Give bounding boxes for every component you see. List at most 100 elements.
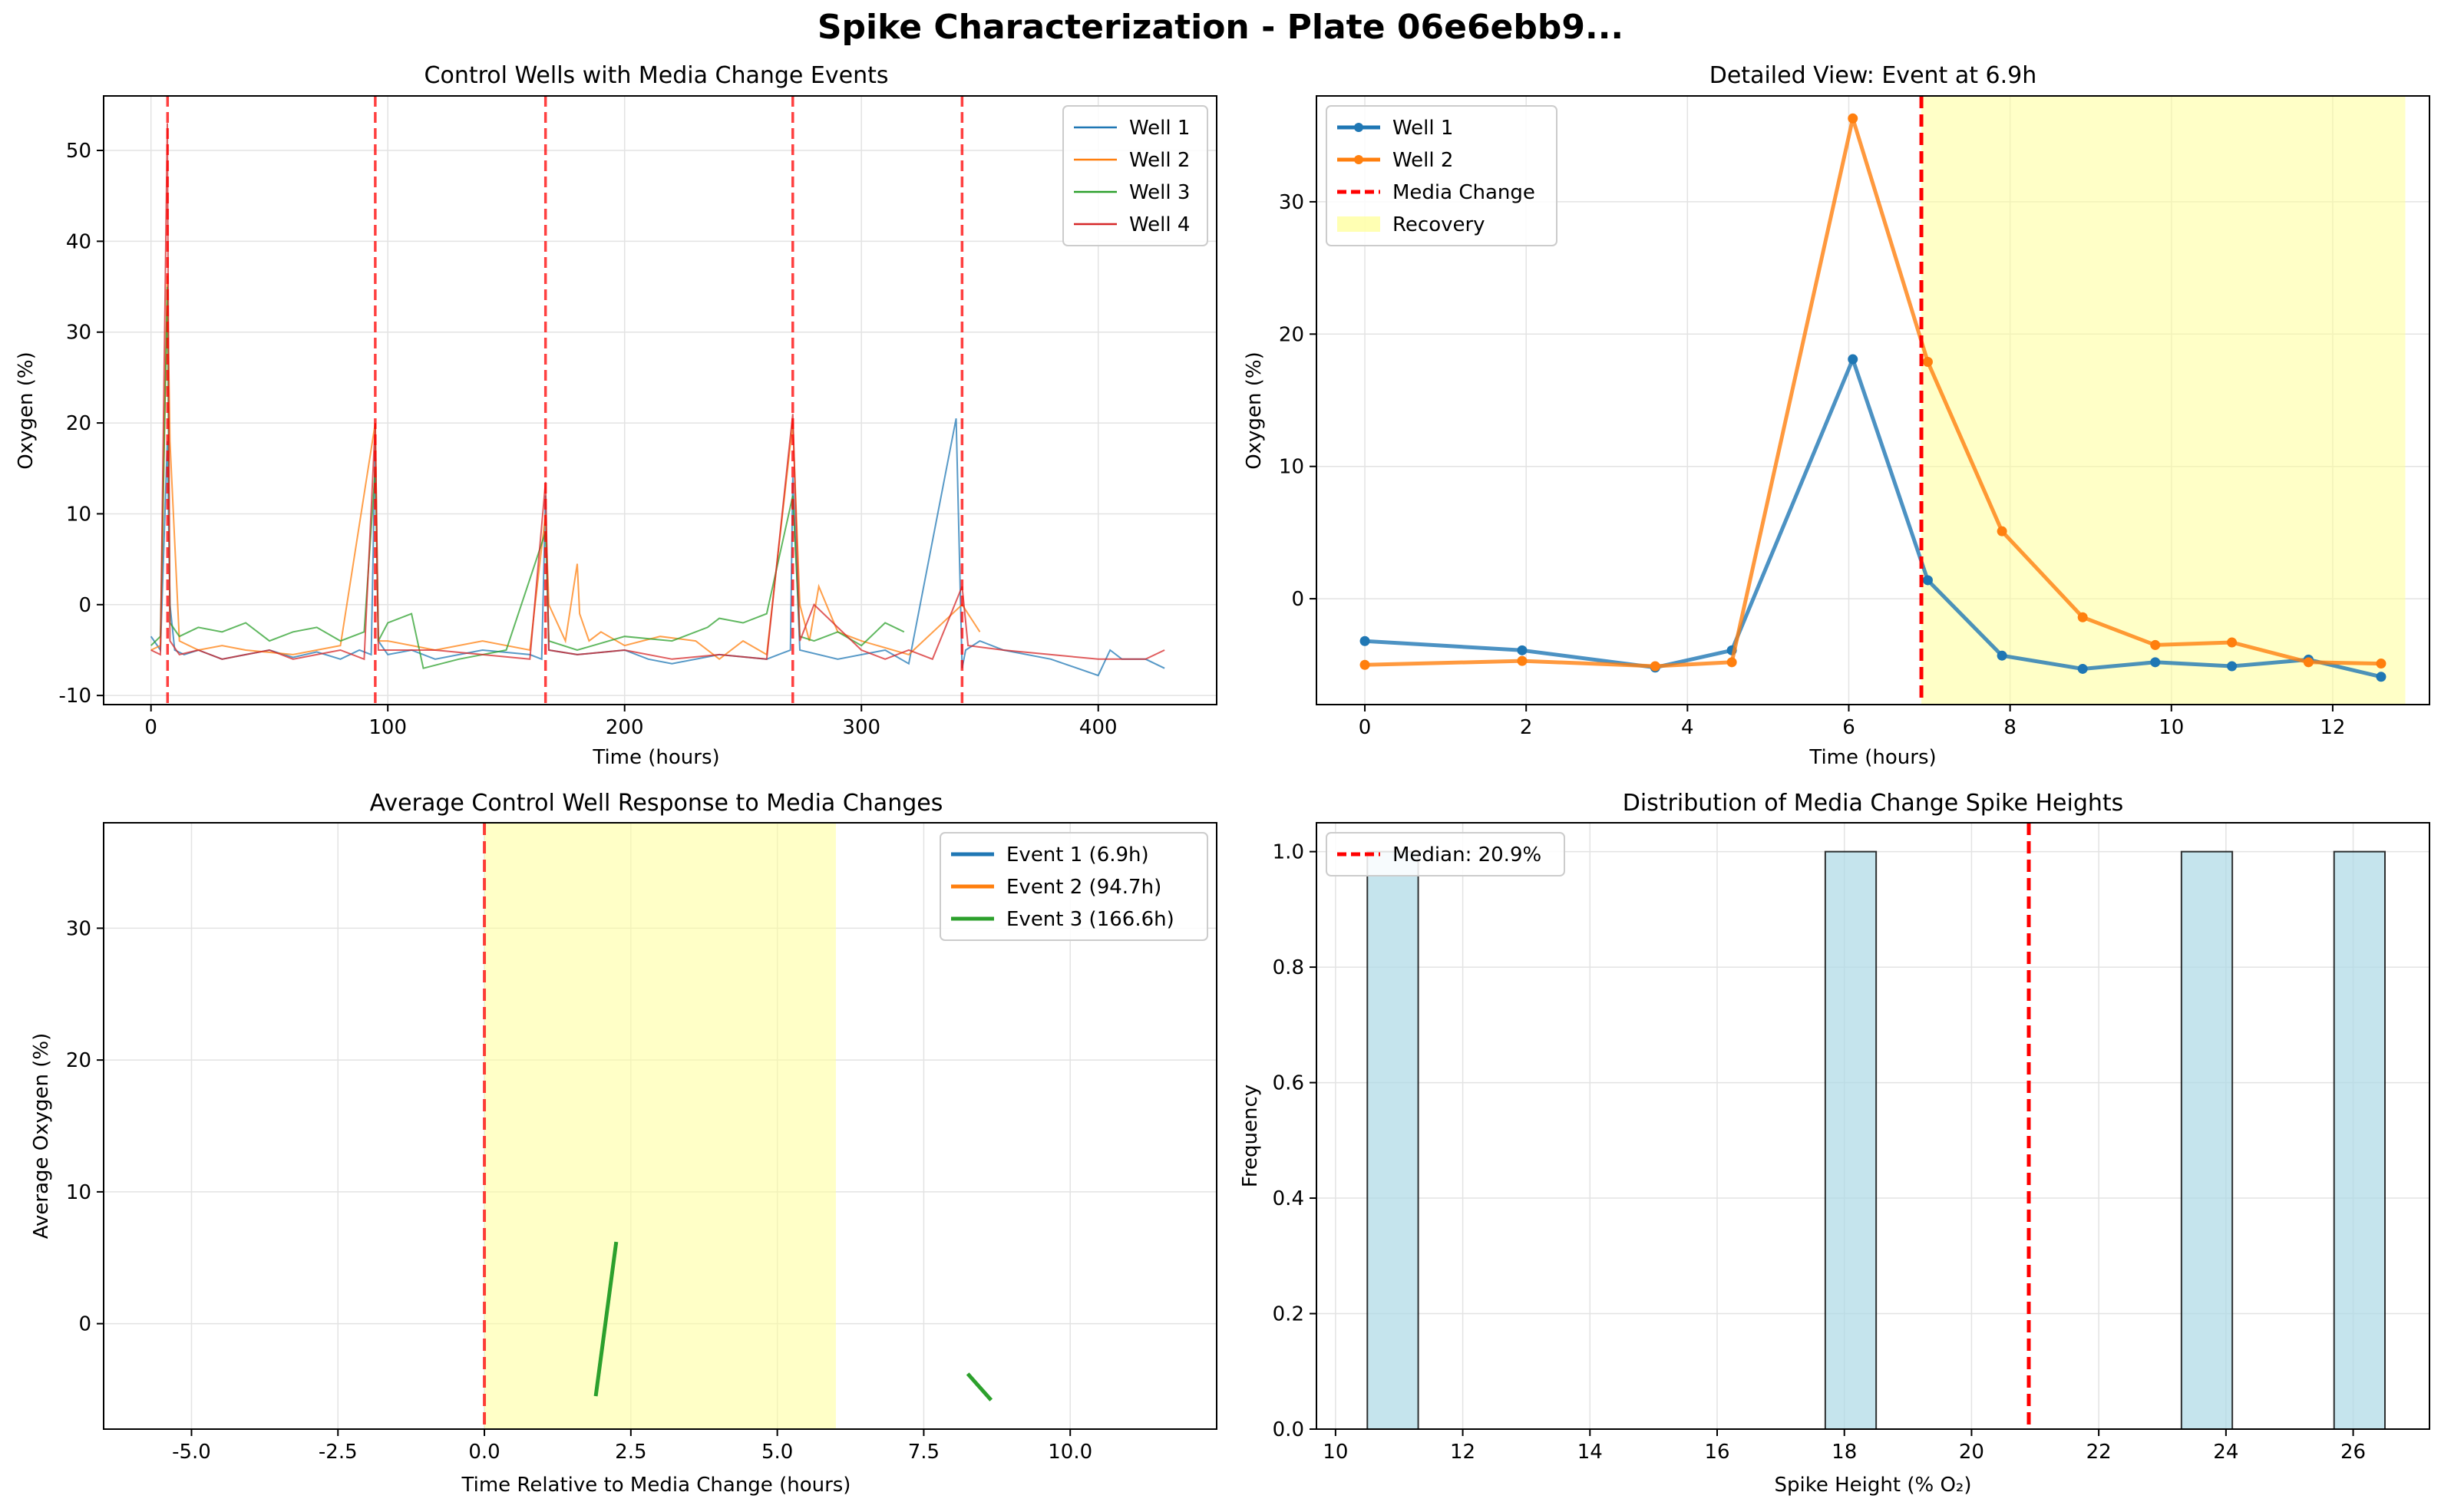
x-tick-label: 14 xyxy=(1577,1441,1603,1464)
legend-label: Well 3 xyxy=(1129,181,1190,204)
data-point-well-1 xyxy=(1359,636,1370,646)
recovery-region xyxy=(484,823,836,1429)
x-axis-label: Spike Height (% O₂) xyxy=(1775,1474,1972,1497)
series-line-well-2 xyxy=(150,276,981,661)
data-point-well-1 xyxy=(1922,575,1933,586)
panel-average-response: Average Control Well Response to Media C… xyxy=(30,790,1217,1497)
data-point-well-2 xyxy=(2227,637,2238,648)
x-tick-label: 7.5 xyxy=(908,1441,940,1464)
plot-frame xyxy=(1316,822,2430,1430)
y-tick-label: 1.0 xyxy=(1273,841,1304,864)
legend-box xyxy=(1062,105,1208,246)
legend-swatch xyxy=(1337,216,1380,232)
y-tick-label: 10 xyxy=(1279,456,1304,479)
x-tick-label: 16 xyxy=(1704,1441,1729,1464)
data-point-well-2 xyxy=(1726,657,1737,668)
x-tick-label: 0.0 xyxy=(468,1441,500,1464)
data-point-well-2 xyxy=(2150,639,2161,650)
panel-title: Control Wells with Media Change Events xyxy=(424,62,889,89)
plot-area: 0 100 200 300 400 -10 0 10 20 30 40 50 Well 1 Well 2 W… xyxy=(59,95,1217,739)
legend-label: Recovery xyxy=(1392,213,1485,236)
y-tick-label: 0 xyxy=(1291,588,1304,611)
legend-label: Event 3 (166.6h) xyxy=(1006,908,1174,931)
y-tick-label: 0 xyxy=(78,594,91,617)
x-tick-label: 8 xyxy=(2003,716,2017,739)
y-axis-label: Average Oxygen (%) xyxy=(30,1033,53,1240)
y-tick-label: 10 xyxy=(66,1181,91,1204)
y-tick-label: 20 xyxy=(66,412,91,435)
x-tick-label: 5.0 xyxy=(761,1441,793,1464)
x-tick-label: 0 xyxy=(144,716,157,739)
legend-marker xyxy=(1354,155,1363,164)
x-tick-label: 18 xyxy=(1832,1441,1857,1464)
x-tick-label: -5.0 xyxy=(172,1441,211,1464)
y-tick-label: 30 xyxy=(66,322,91,345)
x-tick-label: 2 xyxy=(1520,716,1533,739)
y-tick-label: 0.2 xyxy=(1273,1303,1304,1326)
x-tick-label: 300 xyxy=(842,716,880,739)
y-tick-label: 50 xyxy=(66,140,91,163)
x-tick-label: 0 xyxy=(1359,716,1372,739)
x-tick-label: 2.5 xyxy=(615,1441,646,1464)
x-tick-label: 10 xyxy=(2159,716,2184,739)
legend-box xyxy=(940,832,1208,941)
plot-frame xyxy=(1316,95,2430,705)
series-line-event-3-166-6h xyxy=(593,1241,619,1397)
legend-label: Median: 20.9% xyxy=(1392,843,1541,867)
figure-title: Spike Characterization - Plate 06e6ebb9.… xyxy=(817,8,1624,47)
data-point-well-2 xyxy=(2303,657,2314,668)
series-line-well-4 xyxy=(150,123,1165,661)
legend-label: Well 4 xyxy=(1129,213,1190,236)
x-axis-label: Time (hours) xyxy=(592,746,719,769)
histogram-bar xyxy=(2333,850,2386,1430)
x-tick-label: 10 xyxy=(1323,1441,1348,1464)
legend-box xyxy=(1326,105,1557,246)
y-axis-label: Frequency xyxy=(1239,1084,1262,1187)
data-point-well-1 xyxy=(1517,645,1528,655)
data-point-well-2 xyxy=(2077,612,2088,622)
recovery-region xyxy=(1921,96,2406,705)
legend-label: Event 2 (94.7h) xyxy=(1006,876,1161,899)
legend-label: Event 1 (6.9h) xyxy=(1006,843,1149,867)
x-tick-label: 100 xyxy=(368,716,407,739)
x-axis-label: Time (hours) xyxy=(1808,746,1936,769)
x-tick-label: -2.5 xyxy=(319,1441,358,1464)
y-tick-label: 0 xyxy=(78,1313,91,1336)
data-point-well-2 xyxy=(2376,659,2386,669)
x-tick-label: 10.0 xyxy=(1048,1441,1092,1464)
plot-area: 0 2 4 6 8 10 12 0 10 20 30 Well 1 Well 2 Media Change… xyxy=(1279,95,2430,739)
x-tick-label: 200 xyxy=(606,716,644,739)
y-tick-label: 0.6 xyxy=(1273,1072,1304,1095)
x-tick-label: 20 xyxy=(1959,1441,1984,1464)
panel-title: Detailed View: Event at 6.9h xyxy=(1709,62,2037,89)
x-tick-label: 22 xyxy=(2086,1441,2112,1464)
legend-marker xyxy=(1354,123,1363,132)
y-tick-label: 30 xyxy=(66,917,91,940)
y-tick-label: 10 xyxy=(66,503,91,526)
y-tick-label: 0.4 xyxy=(1273,1187,1304,1210)
y-tick-label: 30 xyxy=(1279,191,1304,214)
x-axis-label: Time Relative to Media Change (hours) xyxy=(461,1474,851,1497)
x-tick-label: 400 xyxy=(1079,716,1118,739)
legend-box xyxy=(1326,832,1565,876)
y-tick-label: -10 xyxy=(59,685,91,708)
x-tick-label: 12 xyxy=(2320,716,2345,739)
x-tick-label: 26 xyxy=(2340,1441,2366,1464)
y-axis-label: Oxygen (%) xyxy=(1243,352,1266,469)
data-point-well-1 xyxy=(2150,657,2161,668)
data-point-well-1 xyxy=(2077,663,2088,674)
data-point-well-1 xyxy=(2227,661,2238,672)
legend-label: Well 1 xyxy=(1129,117,1190,140)
x-tick-label: 12 xyxy=(1450,1441,1475,1464)
y-tick-label: 0.8 xyxy=(1273,956,1304,979)
data-point-well-2 xyxy=(1848,113,1858,124)
legend-label: Well 1 xyxy=(1392,117,1453,140)
data-point-well-2 xyxy=(1922,357,1933,368)
panel-title: Average Control Well Response to Media C… xyxy=(370,790,943,817)
series-line-well-2 xyxy=(1364,116,2382,669)
x-tick-label: 6 xyxy=(1842,716,1855,739)
data-point-well-2 xyxy=(1997,526,2007,536)
data-point-well-2 xyxy=(1517,655,1528,666)
panel-detailed-view: Detailed View: Event at 6.9h 0 2 4 6 8 10 12 0 1… xyxy=(1243,62,2430,769)
